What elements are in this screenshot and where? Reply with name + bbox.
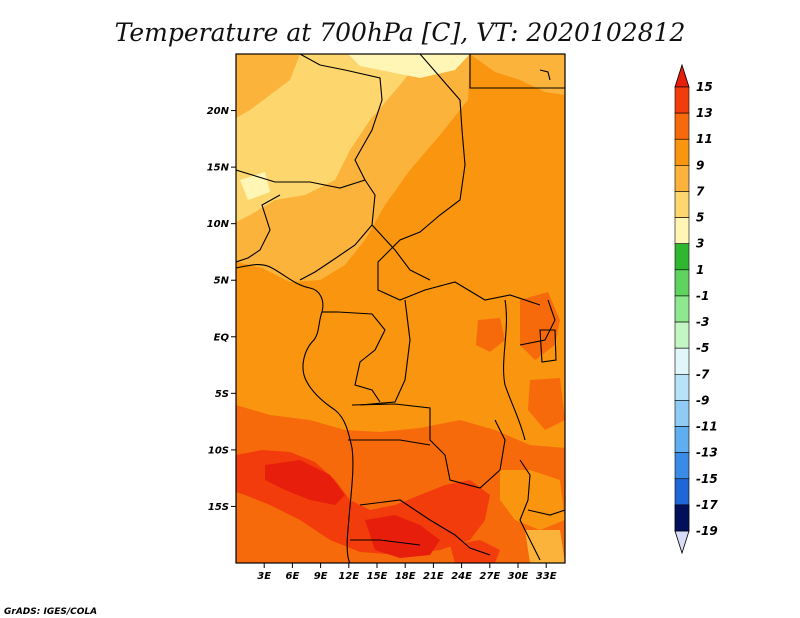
figure-title: Temperature at 700hPa [C], VT: 202010281… <box>115 18 686 47</box>
lat-tick-label: 10N <box>207 219 230 230</box>
colorbar-label: 15 <box>696 80 713 94</box>
colorbar-label: 9 <box>696 158 704 172</box>
colorbar-label: -1 <box>696 289 709 303</box>
lon-tick-label: 30E <box>508 571 529 582</box>
colorbar-segment <box>674 269 690 297</box>
colorbar-segment <box>674 295 690 323</box>
lon-tick-label: 15E <box>367 571 388 582</box>
colorbar-segment <box>674 504 690 532</box>
colorbar-label: -17 <box>696 498 718 512</box>
colorbar-segment <box>674 243 690 271</box>
lat-tick-label: 10S <box>208 445 229 456</box>
colorbar-label: -11 <box>696 420 718 434</box>
lat-tick-label: 5S <box>215 389 229 400</box>
colorbar-label: 3 <box>696 237 704 251</box>
colorbar-label: 7 <box>696 184 705 198</box>
colorbar-bottom-arrow <box>674 530 690 555</box>
lon-tick-label: 33E <box>536 571 557 582</box>
lat-tick-label: 20N <box>207 106 230 117</box>
colorbar-segment <box>674 321 690 349</box>
lat-tick-label: 15N <box>207 163 230 174</box>
lon-tick-label: 6E <box>286 571 300 582</box>
lon-tick-label: 24E <box>451 571 472 582</box>
colorbar-top-arrow <box>674 63 690 88</box>
colorbar-segment <box>674 217 690 245</box>
lon-tick-label: 27E <box>479 571 500 582</box>
colorbar-segment <box>674 373 690 401</box>
colorbar-label: 11 <box>696 132 713 146</box>
map-frame <box>235 53 566 564</box>
colorbar-label: -9 <box>696 393 709 407</box>
colorbar-segment <box>674 426 690 453</box>
lat-tick-label: EQ <box>214 332 230 343</box>
lon-tick-label: 21E <box>423 571 444 582</box>
colorbar-segment <box>674 165 690 192</box>
colorbar-segment <box>674 400 690 427</box>
colorbar-segment <box>674 478 690 506</box>
colorbar-label: -13 <box>696 446 718 460</box>
colorbar-label: -15 <box>696 472 718 486</box>
colorbar-label: 1 <box>696 263 704 277</box>
colorbar-segment <box>674 138 690 166</box>
colorbar-segment <box>674 191 690 218</box>
lon-tick-label: 9E <box>314 571 328 582</box>
colorbar-segment <box>674 86 690 114</box>
colorbar: 15 13 11 9 7 5 3 1 -1 -3 -5 -7 -9 -11 -13 -15 -17 -19 <box>674 63 718 555</box>
colorbar-label: -5 <box>696 341 709 355</box>
colorbar-label: -7 <box>696 367 710 381</box>
colorbar-label: -3 <box>696 315 709 329</box>
colorbar-segment <box>674 112 690 140</box>
colorbar-label: 5 <box>696 211 704 225</box>
colorbar-label: -19 <box>696 524 718 538</box>
longitude-axis: 3E 6E 9E 12E 15E 18E 21E 24E 27E 30E 33E <box>257 563 557 582</box>
colorbar-segment <box>674 452 690 480</box>
colorbar-label: 13 <box>696 106 713 120</box>
lat-tick-label: 5N <box>214 276 230 287</box>
lon-tick-label: 3E <box>257 571 271 582</box>
lon-tick-label: 12E <box>338 571 359 582</box>
lat-tick-label: 15S <box>208 502 229 513</box>
lon-tick-label: 18E <box>395 571 416 582</box>
temperature-field <box>236 54 565 563</box>
colorbar-segment <box>674 347 690 375</box>
grads-credit: GrADS: IGES/COLA <box>4 607 97 617</box>
borders <box>236 54 565 563</box>
latitude-axis: 20N 15N 10N 5N EQ 5S 10S 15S <box>207 106 236 513</box>
map-panel: 20N 15N 10N 5N EQ 5S 10S 15S 3E 6E 9E 12E 15E 18E 21E… <box>207 53 566 582</box>
